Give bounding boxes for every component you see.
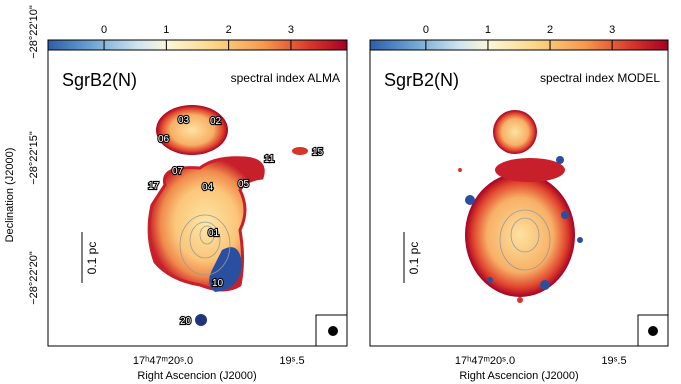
scale-bar-label: 0.1 pc	[85, 242, 99, 275]
source-label: 20	[180, 316, 192, 327]
beam-box	[315, 314, 348, 347]
colorbar-tick-label: 1	[485, 24, 491, 36]
beam-box	[637, 314, 669, 347]
panel-title: spectral index ALMA	[231, 71, 340, 85]
source-label: 15	[312, 147, 324, 158]
image-alma	[147, 105, 308, 326]
scale-bar-label: 0.1 pc	[407, 242, 421, 275]
colorbar-ticks: 0 1 2 3 0 1 2 3	[101, 24, 615, 50]
source-label: 05	[238, 179, 250, 190]
x-tick-label: 19ˢ.5	[279, 355, 304, 367]
source-label: 17	[148, 181, 160, 192]
colorbar-tick-label: 3	[288, 24, 294, 36]
colorbar-tick-label: 2	[547, 24, 553, 36]
colorbar-tick-label: 0	[101, 24, 107, 36]
x-tick-label: 19ˢ.5	[601, 355, 626, 367]
colorbar-tick-label: 1	[163, 24, 169, 36]
y-tick-label: −28°22'20"	[28, 251, 40, 305]
x-axis-label: Right Ascencion (J2000)	[137, 370, 256, 382]
source-label: 10	[212, 278, 224, 289]
panel-frame	[47, 49, 348, 347]
beam	[648, 326, 658, 336]
source-label: 04	[202, 182, 214, 193]
y-tick-label: −28°22'10"	[28, 5, 40, 59]
source-label: 11	[264, 154, 275, 165]
colorbar-tick-label: 0	[423, 24, 429, 36]
panel-name: SgrB2(N)	[384, 70, 459, 90]
x-tick-label: 17ʰ47ᵐ20ˢ.0	[455, 355, 515, 367]
beam	[328, 326, 338, 336]
source-label: 03	[178, 115, 190, 126]
y-axis-label: Declination (J2000)	[4, 148, 16, 243]
colorbar-tick-label: 2	[226, 24, 232, 36]
panel-name: SgrB2(N)	[62, 70, 137, 90]
panel-title: spectral index MODEL	[540, 71, 660, 85]
y-tick-label: −28°22'15"	[28, 131, 40, 185]
x-axis-label: Right Ascencion (J2000)	[459, 370, 578, 382]
source-label: 07	[172, 166, 184, 177]
colorbar-tick-label: 3	[609, 24, 615, 36]
image-model	[458, 110, 583, 303]
x-tick-label: 17ʰ47ᵐ20ˢ.0	[133, 355, 193, 367]
source-label: 01	[208, 228, 220, 239]
colorbar	[47, 39, 348, 51]
source-labels: 03 02 06 07 17 04 05 11 15 01 10 20	[147, 114, 325, 328]
source-label: 02	[210, 116, 222, 127]
source-label: 06	[158, 134, 170, 145]
panel-frame	[369, 49, 669, 347]
colorbar	[369, 39, 669, 51]
